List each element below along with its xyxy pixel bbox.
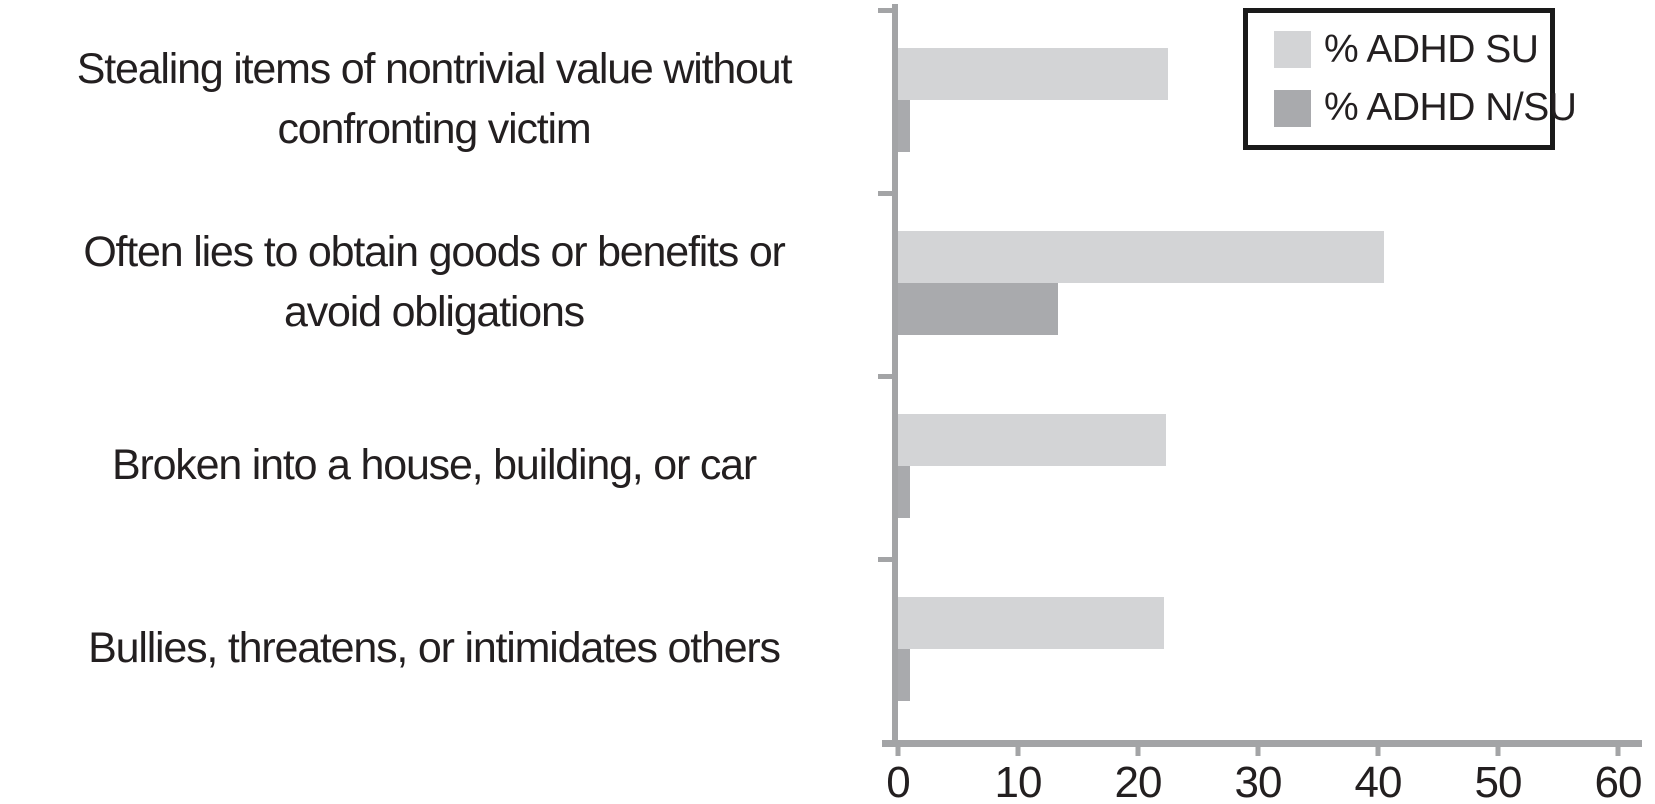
legend-item: % ADHD SU xyxy=(1274,28,1550,72)
x-axis-tick-label: 60 xyxy=(1594,758,1643,804)
x-axis-tick xyxy=(1375,747,1381,756)
bar-adhd-su xyxy=(898,413,1166,466)
bar-group xyxy=(898,8,1618,191)
category-label: Bullies, threatens, or intimidates other… xyxy=(88,623,781,672)
category-label: Stealing items of nontrivial value witho… xyxy=(76,45,793,153)
x-axis-tick-label: 20 xyxy=(1114,758,1163,804)
y-axis-tick xyxy=(878,8,893,13)
y-axis-line xyxy=(892,4,898,744)
bar-groups xyxy=(898,8,1618,740)
legend-swatch-adhd-su xyxy=(1274,31,1311,69)
x-axis-tick xyxy=(1615,747,1621,756)
x-axis-tick xyxy=(1255,747,1261,756)
bar-adhd-nsu xyxy=(898,648,910,701)
bar-group xyxy=(898,191,1618,374)
category-row: Bullies, threatens, or intimidates other… xyxy=(0,557,868,740)
category-label: Often lies to obtain goods or benefits o… xyxy=(83,228,786,336)
y-axis-tick xyxy=(878,191,893,196)
x-axis-tick-label: 0 xyxy=(886,758,911,804)
category-label: Broken into a house, building, or car xyxy=(111,440,757,489)
legend-label: % ADHD N/SU xyxy=(1324,86,1577,130)
y-axis-tick xyxy=(878,557,893,562)
bar-adhd-su xyxy=(898,230,1384,283)
y-axis-tick xyxy=(878,374,893,379)
category-row: Stealing items of nontrivial value witho… xyxy=(0,8,868,191)
bar-adhd-su xyxy=(898,596,1165,649)
category-axis: Stealing items of nontrivial value witho… xyxy=(0,8,868,740)
x-axis-tick-label: 30 xyxy=(1234,758,1283,804)
category-row: Broken into a house, building, or car xyxy=(0,374,868,557)
x-axis-tick xyxy=(1135,747,1141,756)
x-axis-tick xyxy=(1015,747,1021,756)
bar-adhd-nsu xyxy=(898,282,1058,335)
x-axis-line xyxy=(882,740,1642,747)
bar-group xyxy=(898,374,1618,557)
bar-adhd-su xyxy=(898,47,1168,100)
x-axis-tick-label: 40 xyxy=(1354,758,1403,804)
legend-swatch-adhd-nsu xyxy=(1274,89,1311,127)
bar-group xyxy=(898,557,1618,740)
legend-item: % ADHD N/SU xyxy=(1274,86,1577,130)
legend-label: % ADHD SU xyxy=(1324,27,1539,71)
bar-adhd-nsu xyxy=(898,465,910,518)
category-row: Often lies to obtain goods or benefits o… xyxy=(0,191,868,374)
x-axis-tick-label: 10 xyxy=(994,758,1043,804)
x-axis-tick-label: 50 xyxy=(1474,758,1523,804)
x-axis-tick xyxy=(895,747,901,756)
x-axis-tick xyxy=(1495,747,1501,756)
plot-area: 0 10 20 30 40 50 60 xyxy=(878,4,1642,804)
legend: % ADHD SU % ADHD N/SU xyxy=(1243,8,1577,150)
bar-adhd-nsu xyxy=(898,99,910,152)
